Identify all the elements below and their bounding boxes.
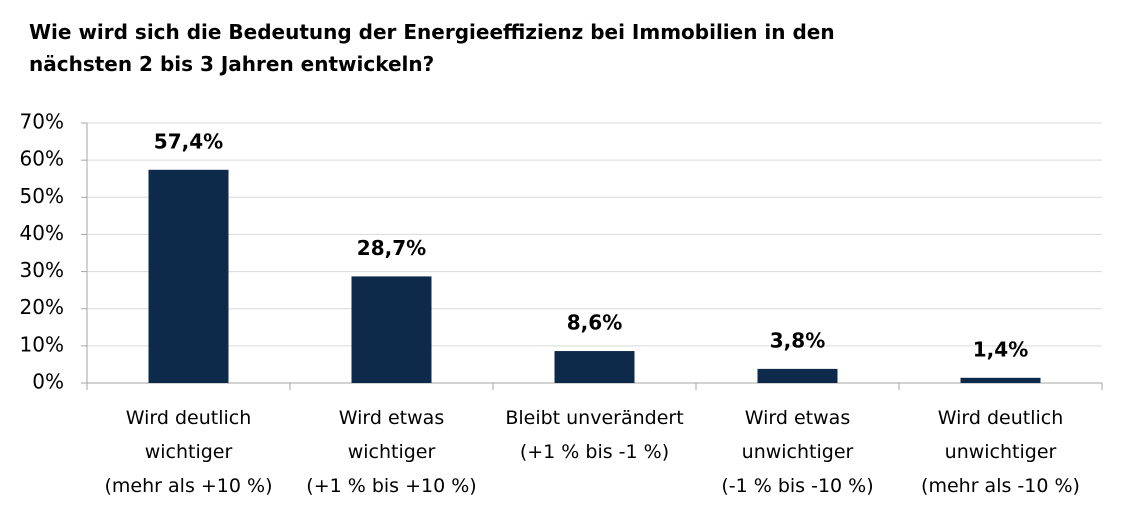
value-label: 1,4%	[973, 337, 1028, 361]
bar	[960, 377, 1041, 383]
x-tick-label: Wird etwas unwichtiger (-1 % bis -10 %)	[721, 407, 874, 497]
bar	[757, 368, 838, 383]
x-tick-label: Wird deutlich wichtiger (mehr als +10 %)	[104, 407, 273, 497]
y-tick-label: 20%	[20, 295, 64, 319]
value-label: 3,8%	[770, 328, 825, 352]
bar	[351, 276, 432, 383]
y-tick-label: 10%	[20, 332, 64, 356]
y-tick-label: 50%	[20, 184, 64, 208]
value-label: 57,4%	[154, 129, 223, 153]
value-label: 28,7%	[357, 236, 426, 260]
y-tick-label: 60%	[20, 147, 64, 171]
x-tick-label: Wird etwas wichtiger (+1 % bis +10 %)	[306, 407, 477, 497]
bar	[148, 169, 229, 383]
y-tick-label: 30%	[20, 258, 64, 282]
chart-title: Wie wird sich die Bedeutung der Energiee…	[29, 20, 835, 76]
x-tick-label: Wird deutlich unwichtiger (mehr als -10 …	[921, 407, 1080, 497]
x-tick-label: Bleibt unverändert (+1 % bis -1 %)	[505, 407, 684, 463]
bar	[554, 351, 635, 383]
y-tick-label: 70%	[20, 110, 64, 134]
y-tick-label: 0%	[32, 370, 64, 394]
value-label: 8,6%	[567, 311, 622, 335]
y-tick-label: 40%	[20, 221, 64, 245]
